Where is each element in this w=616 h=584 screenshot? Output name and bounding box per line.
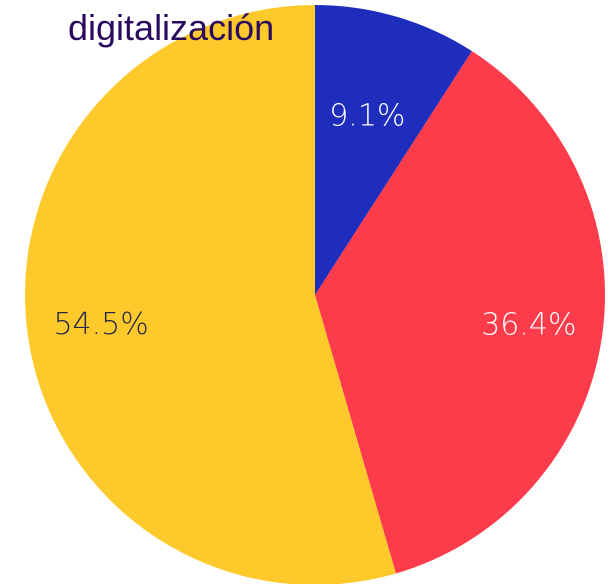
data-label: 36.4% bbox=[481, 308, 576, 343]
pie-slice bbox=[315, 5, 472, 295]
data-label: 9.1% bbox=[329, 98, 405, 133]
pie bbox=[25, 5, 605, 584]
data-label: 54.5% bbox=[53, 307, 148, 342]
chart-title: digitalización bbox=[68, 7, 274, 48]
pie-slice bbox=[315, 51, 605, 574]
pie-slice bbox=[25, 5, 396, 584]
